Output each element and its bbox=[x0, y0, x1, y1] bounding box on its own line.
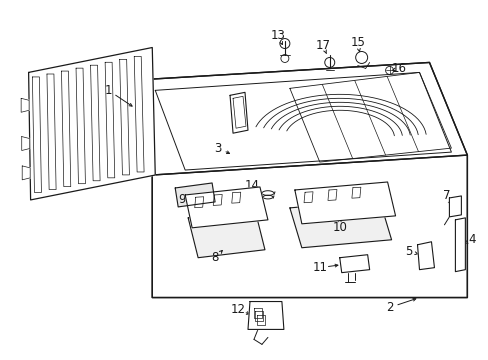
Polygon shape bbox=[175, 183, 215, 207]
Text: 17: 17 bbox=[315, 39, 329, 52]
Polygon shape bbox=[247, 302, 284, 329]
Text: 11: 11 bbox=[312, 261, 326, 274]
Polygon shape bbox=[339, 255, 369, 273]
Polygon shape bbox=[130, 62, 467, 298]
Polygon shape bbox=[294, 182, 395, 224]
Text: 6: 6 bbox=[330, 208, 338, 221]
Text: 9: 9 bbox=[178, 193, 185, 206]
Polygon shape bbox=[21, 136, 30, 150]
Text: 16: 16 bbox=[391, 62, 406, 75]
Polygon shape bbox=[448, 196, 461, 217]
Polygon shape bbox=[188, 210, 264, 258]
Polygon shape bbox=[22, 166, 30, 180]
Polygon shape bbox=[289, 200, 391, 248]
Text: 13: 13 bbox=[270, 29, 285, 42]
Polygon shape bbox=[229, 92, 247, 133]
Polygon shape bbox=[454, 218, 465, 272]
Text: 2: 2 bbox=[385, 301, 392, 314]
Text: 7: 7 bbox=[442, 189, 449, 202]
Text: 15: 15 bbox=[349, 36, 365, 49]
Polygon shape bbox=[21, 98, 29, 112]
Polygon shape bbox=[185, 187, 267, 228]
Circle shape bbox=[280, 54, 288, 62]
Text: 4: 4 bbox=[468, 233, 475, 246]
Text: 8: 8 bbox=[211, 251, 218, 264]
Text: 5: 5 bbox=[404, 245, 411, 258]
Text: 3: 3 bbox=[214, 141, 222, 155]
Text: 1: 1 bbox=[104, 84, 112, 97]
Text: 10: 10 bbox=[332, 221, 346, 234]
Polygon shape bbox=[417, 242, 433, 270]
Polygon shape bbox=[29, 48, 155, 200]
Text: 12: 12 bbox=[230, 303, 245, 316]
Text: 14: 14 bbox=[244, 180, 259, 193]
